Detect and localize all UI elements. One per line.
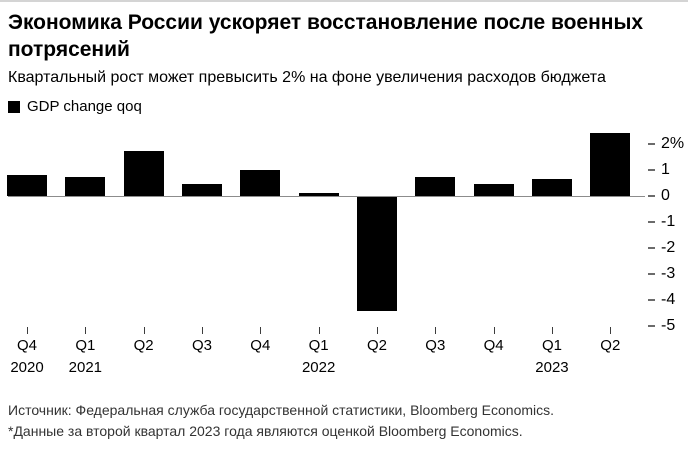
x-axis-tick bbox=[551, 327, 553, 334]
y-axis-tick bbox=[648, 273, 655, 275]
bar-q4-2020 bbox=[7, 174, 47, 196]
y-axis-label: 0 bbox=[661, 186, 670, 204]
y-axis-tick bbox=[648, 246, 655, 249]
y-axis-tick bbox=[648, 220, 655, 223]
y-axis-tick bbox=[648, 142, 655, 145]
legend: GDP change qoq bbox=[8, 99, 680, 114]
bar-q1-2023 bbox=[531, 178, 572, 196]
x-axis-label: Q4 bbox=[16, 337, 37, 354]
x-axis-tick bbox=[318, 327, 320, 334]
x-axis-tick bbox=[27, 327, 28, 334]
x-axis-year-label: 2021 bbox=[68, 359, 103, 376]
y-axis-tick bbox=[648, 168, 655, 171]
legend-swatch-icon bbox=[8, 100, 20, 113]
x-axis-year-label: 2020 bbox=[10, 359, 44, 376]
legend-label: GDP change qoq bbox=[27, 98, 142, 115]
y-axis-label: -1 bbox=[661, 212, 676, 230]
y-axis-label: -5 bbox=[661, 317, 676, 335]
footnote-line: *Данные за второй квартал 2023 года явля… bbox=[8, 423, 523, 439]
x-axis-tick bbox=[85, 327, 87, 334]
y-axis-tick bbox=[648, 299, 655, 302]
x-axis-label: Q2 bbox=[133, 337, 154, 354]
x-axis-tick bbox=[610, 327, 612, 334]
x-axis-tick bbox=[493, 327, 495, 334]
x-axis-label: Q3 bbox=[191, 337, 212, 354]
x-axis-year-label: 2023 bbox=[535, 359, 569, 376]
bar-q2-2022 bbox=[356, 195, 397, 311]
x-axis-tick bbox=[376, 327, 378, 334]
y-axis-label: -3 bbox=[661, 265, 676, 282]
y-axis-tick bbox=[648, 325, 655, 328]
bar-q1-2021 bbox=[65, 177, 106, 196]
bar-q3-2021 bbox=[181, 183, 222, 196]
x-axis-label: Q3 bbox=[425, 337, 446, 354]
y-axis-label: -2 bbox=[661, 238, 676, 256]
y-axis-label: 2% bbox=[661, 134, 685, 152]
bar-q4-2021 bbox=[240, 169, 281, 196]
x-axis-year-label: 2022 bbox=[301, 359, 336, 376]
bar-q3-2022 bbox=[415, 177, 456, 196]
bar-q2-2021 bbox=[123, 151, 164, 196]
chart-footer: Источник: Федеральная служба государстве… bbox=[8, 400, 680, 442]
x-axis-tick bbox=[260, 327, 262, 334]
x-axis-label: Q1 bbox=[308, 337, 329, 354]
source-line: Источник: Федеральная служба государстве… bbox=[8, 402, 555, 418]
zero-axis-line bbox=[8, 195, 645, 197]
x-axis-tick bbox=[435, 327, 437, 334]
x-axis-label: Q2 bbox=[600, 337, 621, 354]
chart-title: Экономика России ускоряет восстановление… bbox=[8, 11, 644, 61]
bar-q4-2022 bbox=[473, 183, 514, 196]
gdp-bar-chart: 2% 1 0 -1 -2 -3 -4 -5 Q4 Q1 Q2 Q3 Q4 Q1 Q2 Q3 Q4 Q1 Q2 2020… bbox=[0, 123, 688, 383]
y-axis-label: 1 bbox=[661, 160, 670, 178]
x-axis-label: Q1 bbox=[75, 337, 96, 354]
x-axis-label: Q1 bbox=[541, 337, 562, 354]
bar-q2-2023 bbox=[590, 133, 631, 196]
x-axis-label: Q4 bbox=[250, 337, 271, 354]
chart-subtitle: Квартальный рост может превысить 2% на ф… bbox=[8, 69, 606, 86]
top-divider bbox=[0, 0, 688, 2]
x-axis-label: Q4 bbox=[483, 337, 504, 354]
x-axis-tick bbox=[143, 327, 145, 334]
x-axis-label: Q2 bbox=[366, 337, 387, 354]
bar-q1-2022 bbox=[298, 193, 339, 196]
y-axis-tick bbox=[648, 194, 655, 197]
y-axis-label: -4 bbox=[661, 291, 676, 309]
x-axis-tick bbox=[201, 327, 203, 334]
